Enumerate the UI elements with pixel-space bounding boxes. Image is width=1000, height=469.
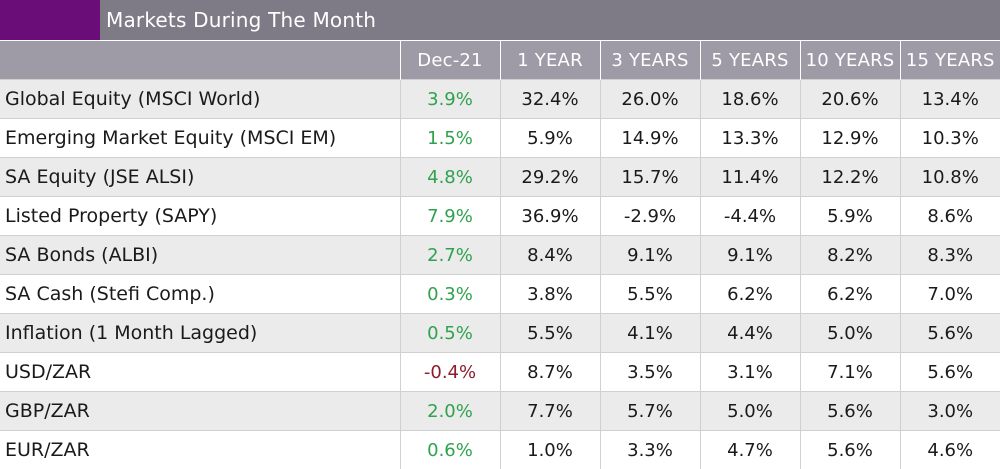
return-cell: 3.5% (600, 353, 700, 392)
table-body: Global Equity (MSCI World)3.9%32.4%26.0%… (0, 80, 1000, 469)
return-cell: 1.0% (500, 431, 600, 469)
return-cell: 13.4% (900, 80, 1000, 119)
table-row: Listed Property (SAPY)7.9%36.9%-2.9%-4.4… (0, 197, 1000, 236)
return-cell: 13.3% (700, 119, 800, 158)
return-cell: 4.6% (900, 431, 1000, 469)
return-cell: 3.3% (600, 431, 700, 469)
return-cell: 6.2% (800, 275, 900, 314)
return-cell: 5.0% (800, 314, 900, 353)
table-row: USD/ZAR-0.4%8.7%3.5%3.1%7.1%5.6% (0, 353, 1000, 392)
column-header: Dec-21 (400, 41, 500, 80)
row-label: SA Cash (Stefi Comp.) (0, 275, 400, 314)
table-row: SA Equity (JSE ALSI)4.8%29.2%15.7%11.4%1… (0, 158, 1000, 197)
column-header: 3 YEARS (600, 41, 700, 80)
table-row: SA Cash (Stefi Comp.)0.3%3.8%5.5%6.2%6.2… (0, 275, 1000, 314)
return-cell: 10.3% (900, 119, 1000, 158)
return-cell: 8.2% (800, 236, 900, 275)
return-cell: 5.6% (800, 392, 900, 431)
return-cell: 36.9% (500, 197, 600, 236)
month-return-cell: 2.7% (400, 236, 500, 275)
return-cell: 7.0% (900, 275, 1000, 314)
return-cell: 8.7% (500, 353, 600, 392)
row-label: Global Equity (MSCI World) (0, 80, 400, 119)
month-return-cell: 2.0% (400, 392, 500, 431)
month-return-cell: 4.8% (400, 158, 500, 197)
return-cell: 5.5% (500, 314, 600, 353)
return-cell: 12.9% (800, 119, 900, 158)
page-title: Markets During The Month (100, 8, 376, 32)
return-cell: 11.4% (700, 158, 800, 197)
month-return-cell: 3.9% (400, 80, 500, 119)
column-header: 1 YEAR (500, 41, 600, 80)
return-cell: 26.0% (600, 80, 700, 119)
title-bar: Markets During The Month (0, 0, 1000, 41)
return-cell: 18.6% (700, 80, 800, 119)
return-cell: 5.6% (800, 431, 900, 469)
row-label: USD/ZAR (0, 353, 400, 392)
table-row: Inflation (1 Month Lagged)0.5%5.5%4.1%4.… (0, 314, 1000, 353)
return-cell: 15.7% (600, 158, 700, 197)
return-cell: 9.1% (600, 236, 700, 275)
row-label: Listed Property (SAPY) (0, 197, 400, 236)
return-cell: 32.4% (500, 80, 600, 119)
return-cell: 5.7% (600, 392, 700, 431)
return-cell: 5.6% (900, 353, 1000, 392)
return-cell: 8.6% (900, 197, 1000, 236)
return-cell: 9.1% (700, 236, 800, 275)
return-cell: 29.2% (500, 158, 600, 197)
month-return-cell: 1.5% (400, 119, 500, 158)
return-cell: 3.0% (900, 392, 1000, 431)
return-cell: 3.8% (500, 275, 600, 314)
column-header: 10 YEARS (800, 41, 900, 80)
header-blank (0, 41, 400, 80)
return-cell: 4.7% (700, 431, 800, 469)
row-label: Inflation (1 Month Lagged) (0, 314, 400, 353)
row-label: SA Bonds (ALBI) (0, 236, 400, 275)
month-return-cell: 7.9% (400, 197, 500, 236)
table-row: Emerging Market Equity (MSCI EM)1.5%5.9%… (0, 119, 1000, 158)
return-cell: 5.0% (700, 392, 800, 431)
return-cell: -2.9% (600, 197, 700, 236)
month-return-cell: 0.5% (400, 314, 500, 353)
return-cell: 4.1% (600, 314, 700, 353)
month-return-cell: 0.6% (400, 431, 500, 469)
row-label: Emerging Market Equity (MSCI EM) (0, 119, 400, 158)
return-cell: 8.4% (500, 236, 600, 275)
return-cell: 12.2% (800, 158, 900, 197)
return-cell: 7.1% (800, 353, 900, 392)
table-row: Global Equity (MSCI World)3.9%32.4%26.0%… (0, 80, 1000, 119)
return-cell: 14.9% (600, 119, 700, 158)
column-header: 15 YEARS (900, 41, 1000, 80)
table-row: SA Bonds (ALBI)2.7%8.4%9.1%9.1%8.2%8.3% (0, 236, 1000, 275)
return-cell: -4.4% (700, 197, 800, 236)
row-label: GBP/ZAR (0, 392, 400, 431)
header-row: Dec-21 1 YEAR 3 YEARS 5 YEARS 10 YEARS 1… (0, 41, 1000, 80)
return-cell: 20.6% (800, 80, 900, 119)
row-label: SA Equity (JSE ALSI) (0, 158, 400, 197)
return-cell: 10.8% (900, 158, 1000, 197)
column-header: 5 YEARS (700, 41, 800, 80)
markets-table: Dec-21 1 YEAR 3 YEARS 5 YEARS 10 YEARS 1… (0, 40, 1000, 469)
return-cell: 7.7% (500, 392, 600, 431)
return-cell: 3.1% (700, 353, 800, 392)
return-cell: 5.6% (900, 314, 1000, 353)
return-cell: 5.9% (800, 197, 900, 236)
return-cell: 4.4% (700, 314, 800, 353)
return-cell: 6.2% (700, 275, 800, 314)
row-label: EUR/ZAR (0, 431, 400, 469)
month-return-cell: -0.4% (400, 353, 500, 392)
title-accent (0, 0, 100, 40)
return-cell: 5.9% (500, 119, 600, 158)
month-return-cell: 0.3% (400, 275, 500, 314)
return-cell: 8.3% (900, 236, 1000, 275)
return-cell: 5.5% (600, 275, 700, 314)
